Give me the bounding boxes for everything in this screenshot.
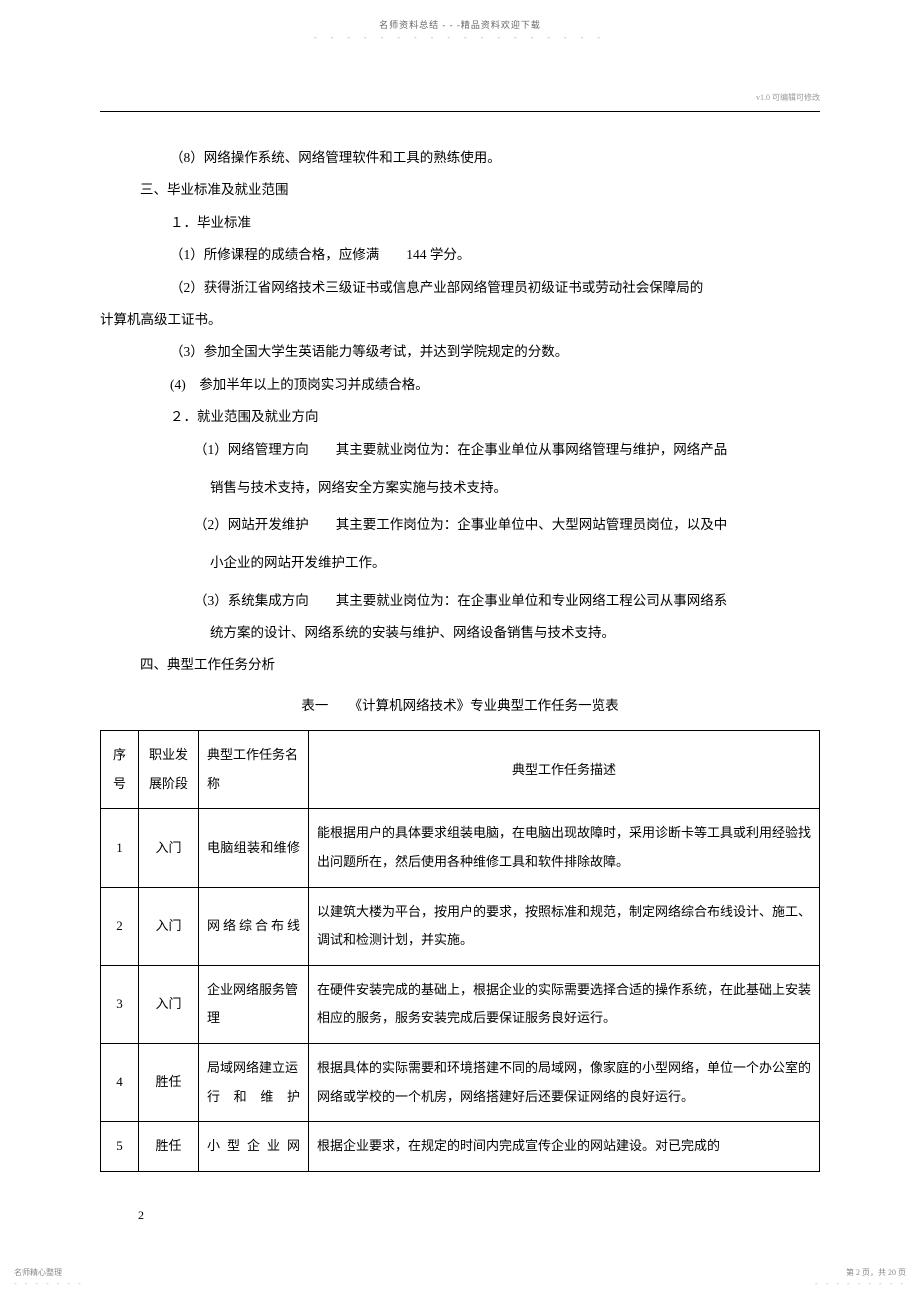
page-header: 名师资料总结 - - -精品资料欢迎下载 - - - - - - - - - -… — [0, 0, 920, 50]
th-task: 典型工作任务名称 — [199, 731, 309, 809]
table-header-row: 序号 职业发展阶段 典型工作任务名称 典型工作任务描述 — [101, 731, 820, 809]
cell-stage: 入门 — [139, 965, 199, 1043]
th-stage: 职业发展阶段 — [139, 731, 199, 809]
th-seq: 序号 — [101, 731, 139, 809]
paragraph: （3）参加全国大学生英语能力等级考试，并达到学院规定的分数。 — [100, 336, 820, 368]
table-row: 1 入门 电脑组装和维修 能根据用户的具体要求组装电脑，在电脑出现故障时，采用诊… — [101, 809, 820, 887]
table-row: 3 入门 企业网络服务管理 在硬件安装完成的基础上，根据企业的实际需要选择合适的… — [101, 965, 820, 1043]
footer-right-dots: - - - - - - - - - — [815, 1279, 906, 1289]
page-number: 2 — [138, 1208, 144, 1223]
paragraph: （1）网络管理方向 其主要就业岗位为：在企事业单位从事网络管理与维护，网络产品 — [100, 434, 820, 466]
footer-right: 第 2 页，共 20 页 - - - - - - - - - — [815, 1268, 906, 1289]
section-4-title: 四、典型工作任务分析 — [100, 649, 820, 681]
th-desc: 典型工作任务描述 — [309, 731, 820, 809]
watermark: v1.0 可编辑可修改 — [0, 50, 920, 111]
header-text: 名师资料总结 - - -精品资料欢迎下载 — [0, 18, 920, 31]
paragraph: （3）系统集成方向 其主要就业岗位为：在企事业单位和专业网络工程公司从事网络系 — [100, 585, 820, 617]
paragraph: 销售与技术支持，网络安全方案实施与技术支持。 — [100, 466, 820, 509]
cell-stage: 入门 — [139, 887, 199, 965]
footer-left: 名师精心整理 - - - - - - - — [14, 1268, 84, 1289]
cell-stage: 胜任 — [139, 1043, 199, 1121]
subsection-heading: １．毕业标准 — [100, 207, 820, 239]
table-title: 表一 《计算机网络技术》专业典型工作任务一览表 — [100, 690, 820, 722]
cell-seq: 2 — [101, 887, 139, 965]
cell-task: 网络综合布线 — [199, 887, 309, 965]
cell-task: 电脑组装和维修 — [199, 809, 309, 887]
paragraph: 计算机高级工证书。 — [100, 304, 820, 336]
header-rule — [100, 111, 820, 112]
paragraph: 统方案的设计、网络系统的安装与维护、网络设备销售与技术支持。 — [100, 617, 820, 649]
cell-task: 企业网络服务管理 — [199, 965, 309, 1043]
document-body: （8）网络操作系统、网络管理软件和工具的熟练使用。 三、毕业标准及就业范围 １．… — [0, 142, 920, 1172]
cell-seq: 4 — [101, 1043, 139, 1121]
paragraph: (4) 参加半年以上的顶岗实习并成绩合格。 — [100, 369, 820, 401]
paragraph: （1）所修课程的成绩合格，应修满 144 学分。 — [100, 239, 820, 271]
cell-seq: 3 — [101, 965, 139, 1043]
footer-left-text: 名师精心整理 — [14, 1268, 84, 1278]
cell-seq: 1 — [101, 809, 139, 887]
footer-right-text: 第 2 页，共 20 页 — [815, 1268, 906, 1278]
table-row: 4 胜任 局域网络建立运行和维护 根据具体的实际需要和环境搭建不同的局域网，像家… — [101, 1043, 820, 1121]
cell-desc: 在硬件安装完成的基础上，根据企业的实际需要选择合适的操作系统，在此基础上安装相应… — [309, 965, 820, 1043]
footer-left-dots: - - - - - - - — [14, 1279, 84, 1289]
cell-desc: 以建筑大楼为平台，按用户的要求，按照标准和规范，制定网络综合布线设计、施工、调试… — [309, 887, 820, 965]
cell-seq: 5 — [101, 1122, 139, 1172]
table-row: 5 胜任 小型企业网 根据企业要求，在规定的时间内完成宣传企业的网站建设。对已完… — [101, 1122, 820, 1172]
paragraph: （2）网站开发维护 其主要工作岗位为：企事业单位中、大型网站管理员岗位，以及中 — [100, 509, 820, 541]
cell-task: 小型企业网 — [199, 1122, 309, 1172]
subsection-heading: ２．就业范围及就业方向 — [100, 401, 820, 433]
table-row: 2 入门 网络综合布线 以建筑大楼为平台，按用户的要求，按照标准和规范，制定网络… — [101, 887, 820, 965]
cell-desc: 根据企业要求，在规定的时间内完成宣传企业的网站建设。对已完成的 — [309, 1122, 820, 1172]
cell-task: 局域网络建立运行和维护 — [199, 1043, 309, 1121]
paragraph: （2）获得浙江省网络技术三级证书或信息产业部网络管理员初级证书或劳动社会保障局的 — [100, 272, 820, 304]
header-dots: - - - - - - - - - - - - - - - - - - — [0, 33, 920, 42]
cell-desc: 能根据用户的具体要求组装电脑，在电脑出现故障时，采用诊断卡等工具或利用经验找出问… — [309, 809, 820, 887]
paragraph: （8）网络操作系统、网络管理软件和工具的熟练使用。 — [100, 142, 820, 174]
task-table: 序号 职业发展阶段 典型工作任务名称 典型工作任务描述 1 入门 电脑组装和维修… — [100, 730, 820, 1172]
cell-desc: 根据具体的实际需要和环境搭建不同的局域网，像家庭的小型网络，单位一个办公室的网络… — [309, 1043, 820, 1121]
cell-stage: 入门 — [139, 809, 199, 887]
section-3-title: 三、毕业标准及就业范围 — [100, 174, 820, 206]
paragraph: 小企业的网站开发维护工作。 — [100, 541, 820, 584]
cell-stage: 胜任 — [139, 1122, 199, 1172]
